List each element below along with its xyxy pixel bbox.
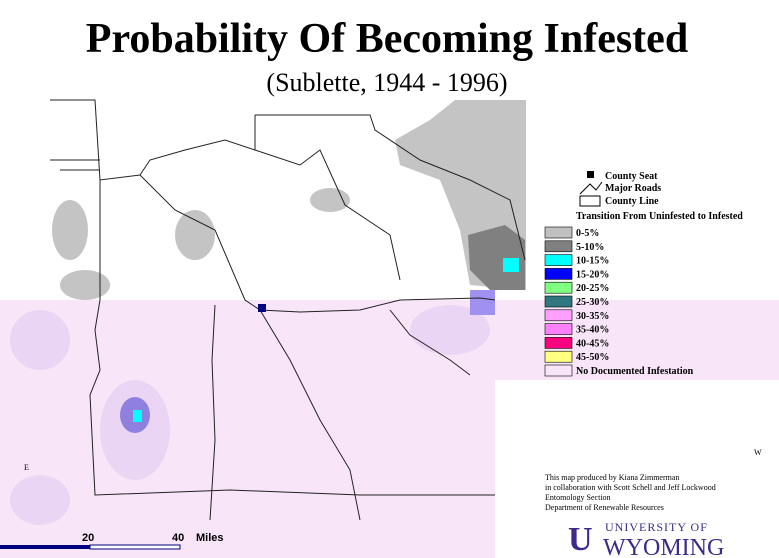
- legend-label: 0-5%: [576, 228, 599, 239]
- legend-label: 30-35%: [576, 311, 609, 322]
- credit-line: This map produced by Kiana Zimmerman: [545, 473, 679, 482]
- legend-label: 35-40%: [576, 325, 609, 336]
- county-line-symbol: [579, 195, 601, 207]
- county-lines: [50, 99, 526, 496]
- infestation-area-cyan: [133, 410, 142, 422]
- scale-bar: [89, 544, 181, 550]
- legend-swatch: [544, 281, 573, 294]
- scale-unit: Miles: [196, 532, 224, 544]
- legend-swatch: [544, 240, 573, 253]
- compass-label: W: [754, 448, 762, 457]
- scale-label: 40: [172, 532, 184, 544]
- legend-heading: Transition From Uninfested to Infested: [576, 211, 743, 222]
- road-symbol: [579, 181, 603, 195]
- infestation-area-dark: [468, 225, 525, 290]
- legend-label: 25-30%: [576, 297, 609, 308]
- county-seat-symbol: [587, 171, 594, 178]
- title: Probability Of Becoming Infested: [86, 16, 688, 62]
- legend-label: 45-50%: [576, 352, 609, 363]
- legend: 0-5% 5-10% 10-15% 15-20% 20-25% 25-30% 30-35% 3…: [544, 226, 694, 377]
- credit-line: in collaboration with Scott Schell and J…: [545, 483, 716, 492]
- legend-swatch: [544, 350, 573, 363]
- legend-label: 40-45%: [576, 338, 609, 349]
- legend-swatch: [544, 254, 573, 266]
- legend-swatch: [544, 226, 573, 239]
- legend-label: 5-10%: [576, 242, 604, 253]
- legend-label: No Documented Infestation: [576, 366, 694, 377]
- legend-swatch: [544, 364, 573, 377]
- credit-line: Department of Renewable Resources: [545, 503, 664, 512]
- major-roads: [209, 304, 471, 521]
- legend-label: County Seat: [605, 171, 658, 182]
- legend-swatch: [544, 323, 573, 335]
- compass-label: E: [24, 463, 29, 472]
- subtitle: (Sublette, 1944 - 1996): [266, 68, 507, 97]
- logo-line: UNIVERSITY OF: [605, 520, 708, 534]
- legend-swatch: [544, 268, 573, 280]
- legend-label: County Line: [605, 196, 659, 207]
- credit-line: Entomology Section: [545, 493, 611, 502]
- infestation-area-purple: [470, 290, 495, 315]
- legend-label: 10-15%: [576, 256, 609, 267]
- scale-label: 20: [82, 532, 94, 544]
- infestation-area-cyan: [503, 258, 519, 272]
- credits-bg: [495, 380, 779, 558]
- legend-label: 15-20%: [576, 269, 609, 280]
- county-seat: [258, 304, 266, 312]
- legend-label: 20-25%: [576, 283, 609, 294]
- logo-line: WYOMING: [603, 535, 724, 558]
- legend-swatch: [544, 295, 573, 308]
- legend-swatch: [544, 309, 573, 322]
- legend-label: Major Roads: [605, 183, 661, 194]
- logo-mark: U: [568, 521, 593, 558]
- legend-swatch: [544, 337, 573, 349]
